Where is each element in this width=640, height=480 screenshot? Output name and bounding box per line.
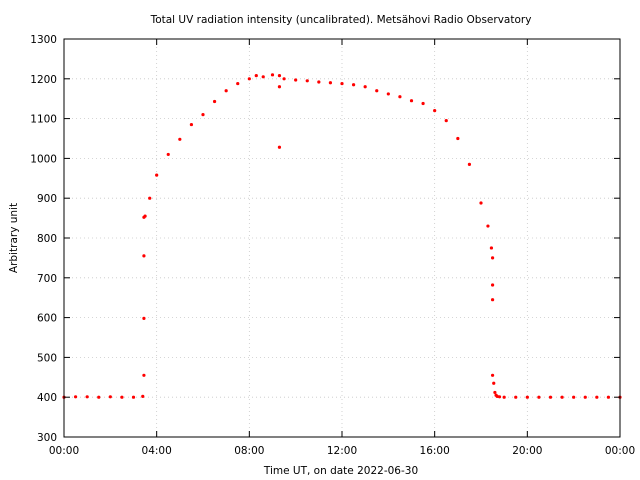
data-point	[398, 95, 402, 99]
data-point	[73, 395, 78, 399]
data-point	[497, 395, 502, 399]
y-axis: 300 400 500 600 700 800 900 1000 1100 1200 1300	[30, 34, 620, 444]
y-tick-label: 1000	[30, 153, 57, 165]
x-tick-label: 12:00	[327, 445, 357, 457]
x-tick-label: 08:00	[234, 445, 264, 457]
y-tick-label: 500	[37, 352, 57, 364]
data-point	[277, 74, 282, 78]
data-point	[142, 316, 146, 320]
data-point	[148, 196, 152, 200]
data-point	[143, 214, 147, 218]
data-point	[486, 224, 490, 228]
x-tick-label: 04:00	[142, 445, 172, 457]
y-tick-label: 300	[37, 432, 57, 444]
data-point	[247, 77, 251, 81]
data-point	[328, 81, 333, 85]
data-point	[166, 152, 170, 157]
y-tick-label: 600	[37, 313, 57, 325]
data-point	[178, 137, 182, 141]
data-point	[97, 395, 101, 399]
data-point	[85, 395, 89, 399]
data-point	[467, 162, 472, 166]
data-point	[305, 79, 309, 83]
data-point	[340, 81, 344, 86]
data-point	[492, 381, 496, 385]
data-point	[548, 395, 553, 399]
data-point	[189, 122, 194, 127]
data-point	[236, 81, 240, 86]
data-point	[254, 74, 258, 78]
data-point	[490, 283, 495, 287]
y-tick-label: 1200	[30, 74, 57, 86]
data-point	[525, 395, 529, 399]
data-point	[490, 298, 495, 302]
y-axis-label: Arbitrary unit	[8, 203, 20, 273]
grid	[64, 39, 620, 437]
data-point	[490, 256, 495, 260]
data-point	[493, 390, 497, 395]
data-point	[444, 118, 448, 123]
data-point	[595, 395, 599, 399]
data-point	[386, 92, 390, 96]
data-point	[261, 75, 265, 79]
chart-title: Total UV radiation intensity (uncalibrat…	[150, 14, 532, 26]
x-axis: 00:00 04:00 08:00 12:00 16:00 20:00 00:00	[49, 39, 635, 457]
data-point	[606, 395, 611, 399]
data-point	[277, 145, 282, 149]
x-axis-label: Time UT, on date 2022-06-30	[263, 465, 418, 477]
data-point	[409, 99, 414, 103]
data-point	[108, 395, 112, 399]
y-tick-label: 800	[37, 233, 57, 245]
data-point	[479, 201, 483, 205]
data-point	[270, 73, 275, 77]
data-point	[224, 89, 228, 93]
data-point	[572, 395, 576, 399]
data-point	[583, 395, 587, 399]
data-point	[142, 254, 146, 258]
data-point	[351, 83, 356, 87]
y-tick-label: 1100	[30, 114, 57, 126]
data-point	[537, 395, 541, 399]
data-point	[277, 85, 282, 89]
data-point	[502, 395, 506, 399]
x-tick-label: 00:00	[605, 445, 635, 457]
y-tick-label: 900	[37, 193, 57, 205]
data-point	[317, 80, 321, 84]
data-point	[294, 78, 298, 82]
x-tick-label: 20:00	[512, 445, 542, 457]
data-point	[282, 77, 286, 81]
data-point	[120, 395, 124, 399]
data-point	[514, 395, 518, 399]
data-point	[489, 246, 494, 250]
data-points	[62, 73, 622, 399]
y-tick-label: 400	[37, 392, 57, 404]
data-point	[201, 113, 205, 117]
data-point	[421, 101, 425, 106]
data-point	[141, 394, 145, 399]
data-point	[375, 89, 379, 93]
data-point	[212, 99, 217, 104]
x-tick-label: 00:00	[49, 445, 79, 457]
data-point	[490, 373, 495, 377]
data-point	[363, 85, 367, 89]
y-tick-label: 700	[37, 273, 57, 285]
data-point	[142, 373, 146, 377]
data-point	[433, 109, 437, 113]
data-point	[131, 395, 136, 399]
data-point	[456, 136, 460, 141]
x-tick-label: 16:00	[420, 445, 450, 457]
data-point	[155, 173, 159, 177]
data-point	[560, 395, 564, 399]
y-tick-label: 1300	[30, 34, 57, 46]
